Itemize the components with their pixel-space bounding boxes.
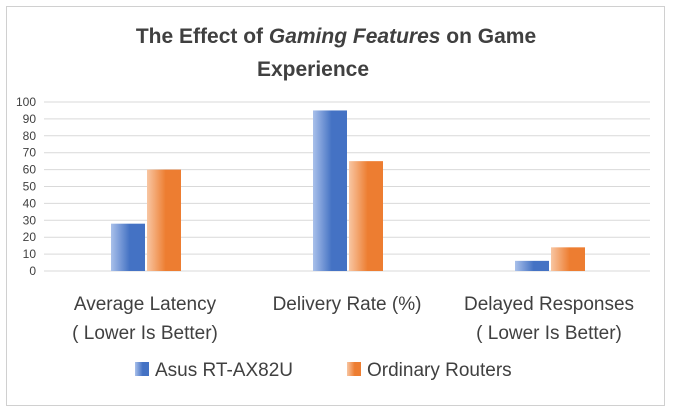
y-tick-label: 30 — [23, 213, 37, 227]
bar — [349, 161, 383, 271]
bar — [551, 247, 585, 271]
bar — [111, 223, 145, 271]
x-category-label: Average Latency — [74, 294, 217, 315]
legend-swatch — [135, 362, 149, 376]
bar — [147, 169, 181, 271]
chart-title-part: The Effect of — [136, 25, 269, 48]
y-tick-label: 80 — [23, 129, 37, 143]
chart-title-part: on Game — [440, 25, 536, 48]
chart-title-line2: Experience — [257, 58, 369, 81]
y-tick-label: 60 — [23, 163, 37, 177]
chart-title-part: Gaming Features — [269, 25, 441, 48]
legend-swatch — [347, 362, 361, 376]
x-category-label: Delivery Rate (%) — [273, 294, 422, 315]
y-tick-label: 90 — [23, 112, 37, 126]
y-tick-label: 50 — [23, 180, 37, 194]
bar — [313, 110, 347, 271]
y-tick-label: 0 — [29, 264, 36, 278]
x-category-label: Delayed Responses — [464, 294, 634, 315]
x-category-label: ( Lower Is Better) — [476, 323, 622, 344]
y-tick-label: 10 — [23, 247, 37, 261]
legend-label: Ordinary Routers — [367, 360, 512, 381]
legend-label: Asus RT-AX82U — [155, 360, 293, 381]
x-category-label: ( Lower Is Better) — [72, 323, 218, 344]
y-tick-label: 70 — [23, 146, 37, 160]
y-tick-label: 100 — [16, 95, 36, 109]
chart-title: The Effect of Gaming Features on Game — [136, 25, 536, 48]
y-tick-label: 20 — [23, 230, 37, 244]
bar — [515, 260, 549, 271]
y-tick-label: 40 — [23, 196, 37, 210]
